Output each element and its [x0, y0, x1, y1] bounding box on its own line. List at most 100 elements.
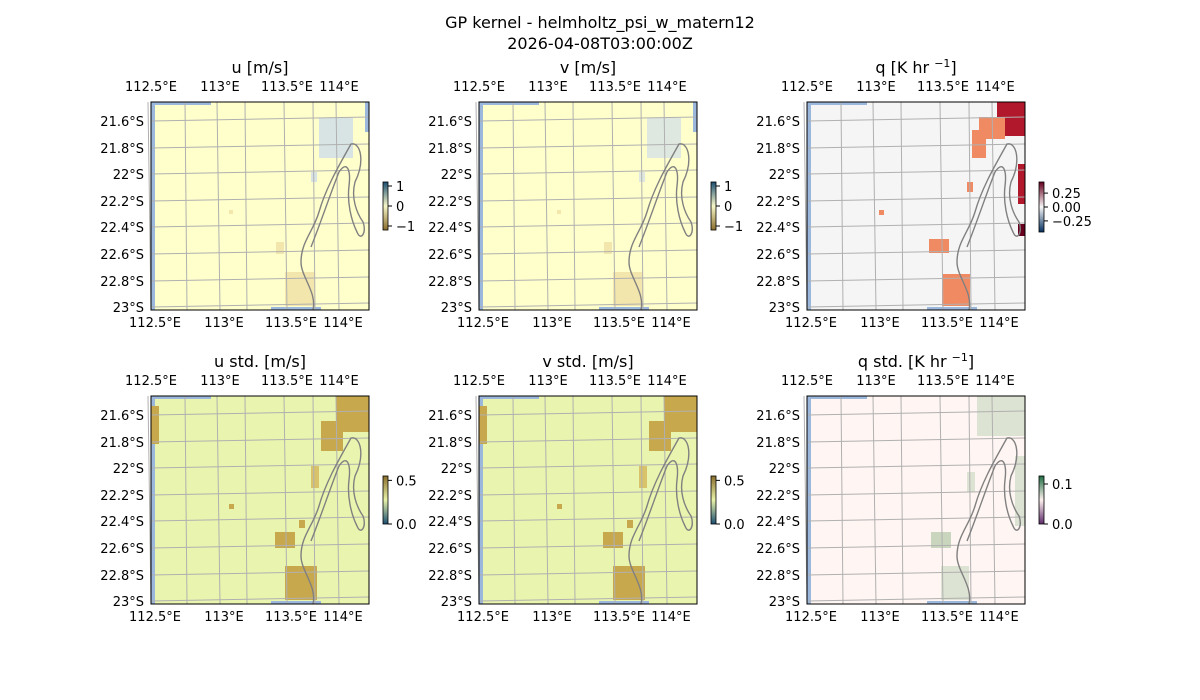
x-tick-label-top: 113.5°E	[261, 374, 313, 389]
y-tick-label: 23°S	[441, 301, 472, 316]
ocean-edge-left	[479, 396, 483, 604]
gridline-parallel	[478, 116, 698, 122]
y-tick-label: 21.6°S	[100, 409, 144, 424]
y-tick-label: 23°S	[113, 595, 144, 610]
x-tick-label-bottom: 114°E	[979, 316, 1019, 331]
ocean-edge-left	[479, 102, 483, 310]
gridline-meridian	[572, 101, 576, 311]
x-tick-label-bottom: 113.5°E	[265, 316, 317, 331]
data-cell-cluster	[1018, 164, 1025, 204]
data-cell-cluster	[879, 210, 884, 215]
y-tick-label: 22°S	[769, 462, 800, 477]
data-cell-cluster	[151, 406, 159, 444]
ocean-edge-bottom	[271, 601, 321, 604]
ocean-edge-bottom	[271, 307, 321, 310]
data-cell-cluster	[627, 520, 633, 528]
gridline-meridian	[312, 101, 316, 311]
chart-panel-6: q std. [K hr −1] 112.5°E 112.5°E 113°E 113°E…	[756, 351, 1072, 625]
colorbar-tick-label: 0.25	[1052, 187, 1081, 202]
y-tick-label: 21.6°S	[756, 115, 800, 130]
colorbar-tick-label: −0.25	[1052, 215, 1092, 230]
gridline-meridian	[544, 101, 549, 311]
y-tick-label: 21.8°S	[428, 436, 472, 451]
axes-frame	[150, 101, 370, 311]
panel-title: v [m/s]	[560, 58, 616, 77]
gridline-parallel	[150, 249, 370, 255]
x-tick-label-top: 113°E	[528, 80, 568, 95]
gridline-meridian	[939, 101, 944, 311]
colorbar-tick-label: 0.0	[724, 518, 745, 533]
gridline-parallel	[806, 410, 1026, 416]
gridline-parallel	[478, 596, 698, 602]
data-cell-cluster	[942, 274, 970, 306]
gridline-meridian	[640, 101, 644, 311]
gridline-parallel	[150, 490, 370, 496]
y-tick-label: 23°S	[769, 595, 800, 610]
colorbar	[382, 475, 389, 525]
y-tick-label: 23°S	[441, 595, 472, 610]
gridline-parallel	[478, 222, 698, 228]
x-tick-label-top: 114°E	[647, 374, 687, 389]
figure-subtitle: 2026-04-08T03:00:00Z	[507, 34, 693, 53]
gridline-meridian	[872, 101, 877, 311]
data-cell-cluster	[479, 406, 487, 444]
x-tick-label-bottom: 114°E	[323, 316, 363, 331]
gridline-parallel	[478, 410, 698, 416]
gridline-parallel	[478, 196, 698, 202]
x-tick-label-bottom: 113.5°E	[921, 316, 973, 331]
ocean-edge-top	[151, 102, 211, 105]
x-tick-label-bottom: 113.5°E	[593, 316, 645, 331]
y-tick-label: 21.6°S	[428, 115, 472, 130]
gridline-parallel	[806, 463, 1026, 469]
x-tick-label-bottom: 113°E	[860, 610, 900, 625]
colorbar	[710, 475, 717, 525]
chart-panel-5: v std. [m/s] 112.5°E 112.5°E 113°E 113°E 113.…	[428, 352, 744, 625]
gridline-parallel	[806, 437, 1026, 443]
gridline-parallel	[150, 302, 370, 308]
data-cell-cluster	[229, 210, 233, 214]
gridline-parallel	[150, 276, 370, 282]
ocean-edge-bottom	[927, 601, 977, 604]
data-cell-cluster	[321, 421, 343, 451]
x-tick-label-top: 113°E	[200, 80, 240, 95]
ocean-edge-top	[479, 102, 539, 105]
data-cell-cluster	[931, 532, 951, 548]
gridline-parallel	[478, 570, 698, 576]
y-tick-label: 23°S	[113, 301, 144, 316]
y-tick-label: 21.6°S	[100, 115, 144, 130]
gridline-meridian	[335, 395, 340, 605]
y-tick-label: 22.6°S	[100, 542, 144, 557]
y-tick-label: 22.2°S	[756, 195, 800, 210]
gridline-parallel	[478, 516, 698, 522]
gridline-meridian	[872, 395, 877, 605]
y-tick-label: 21.8°S	[428, 142, 472, 157]
y-tick-label: 21.6°S	[756, 409, 800, 424]
y-tick-label: 22.8°S	[100, 275, 144, 290]
gridline-parallel	[806, 516, 1026, 522]
gridline-parallel	[806, 490, 1026, 496]
colorbar-tick-label: 0.5	[396, 474, 417, 489]
axes-frame	[806, 101, 1026, 311]
colorbar	[710, 181, 717, 231]
ocean-edge-bottom	[927, 307, 977, 310]
gridline-parallel	[150, 543, 370, 549]
x-tick-label-bottom: 112.5°E	[457, 316, 509, 331]
coastline	[628, 437, 694, 605]
y-tick-label: 22°S	[113, 168, 144, 183]
data-cell-cluster	[972, 130, 986, 158]
colorbar-tick-label: 0.5	[724, 474, 745, 489]
y-tick-label: 22.4°S	[756, 515, 800, 530]
data-cell-cluster	[276, 242, 284, 254]
gridline-parallel	[478, 543, 698, 549]
y-tick-label: 22.4°S	[756, 221, 800, 236]
y-tick-label: 22°S	[769, 168, 800, 183]
gridline-parallel	[806, 116, 1026, 122]
gridline-meridian	[840, 101, 844, 311]
gridline-meridian	[312, 395, 316, 605]
gridline-parallel	[150, 222, 370, 228]
colorbar-tick-label: 1	[724, 180, 732, 195]
y-tick-label: 22.6°S	[428, 248, 472, 263]
x-tick-label-bottom: 113°E	[532, 316, 572, 331]
x-tick-label-bottom: 113.5°E	[265, 610, 317, 625]
